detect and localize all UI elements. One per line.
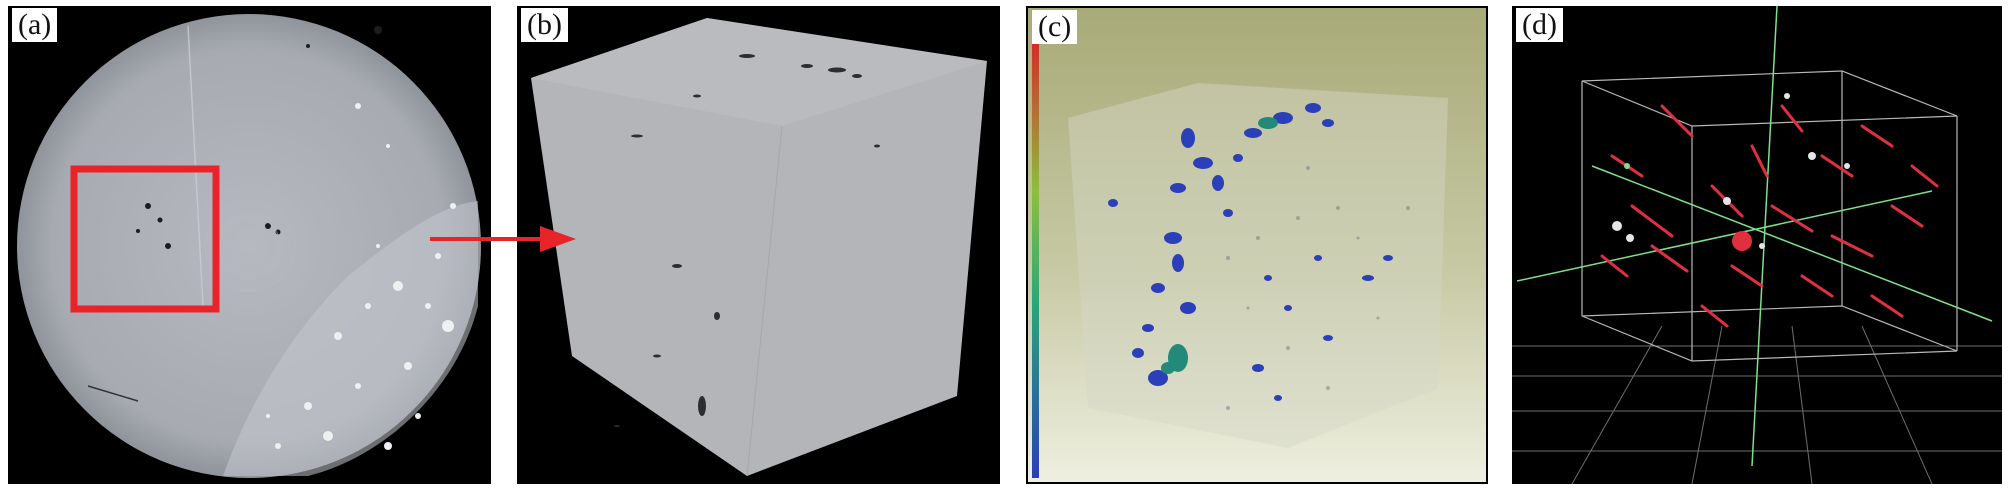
coordinate-axes <box>1516 6 1993 467</box>
blue-pores <box>1108 103 1393 401</box>
bounding-cube <box>1581 70 1958 362</box>
roi-highlight-box <box>70 165 220 313</box>
white-pore-nodes <box>1612 93 1850 249</box>
cube-render-image <box>517 6 1000 484</box>
volume-outline <box>1068 83 1448 448</box>
cube-volume <box>531 18 987 476</box>
pore-segmentation-render <box>1028 8 1486 482</box>
green-pores <box>1161 117 1278 374</box>
pore-network-render <box>1512 6 2002 484</box>
panel-c-pore-segmentation: (c) <box>1026 6 1488 484</box>
red-arrow-icon <box>430 226 576 252</box>
panel-label-c: (c) <box>1032 10 1078 44</box>
ct-slice-image <box>8 6 491 484</box>
gray-pore-specks <box>1226 166 1410 410</box>
panel-b-sub-volume-cube: (b) <box>517 6 1000 484</box>
dark-pores <box>136 26 382 249</box>
cube-dark-pores <box>614 54 880 427</box>
axis-marker <box>1624 163 1630 169</box>
bright-inclusions <box>266 103 456 450</box>
panel-d-pore-network: (d) <box>1512 6 2002 484</box>
panel-label-b: (b) <box>521 8 568 42</box>
panel-label-a: (a) <box>12 8 58 42</box>
panel-a-ct-slice: (a) <box>8 6 491 484</box>
panel-label-d: (d) <box>1516 8 1563 42</box>
color-scale-bar <box>1032 38 1039 478</box>
large-pore-node <box>1732 231 1752 251</box>
